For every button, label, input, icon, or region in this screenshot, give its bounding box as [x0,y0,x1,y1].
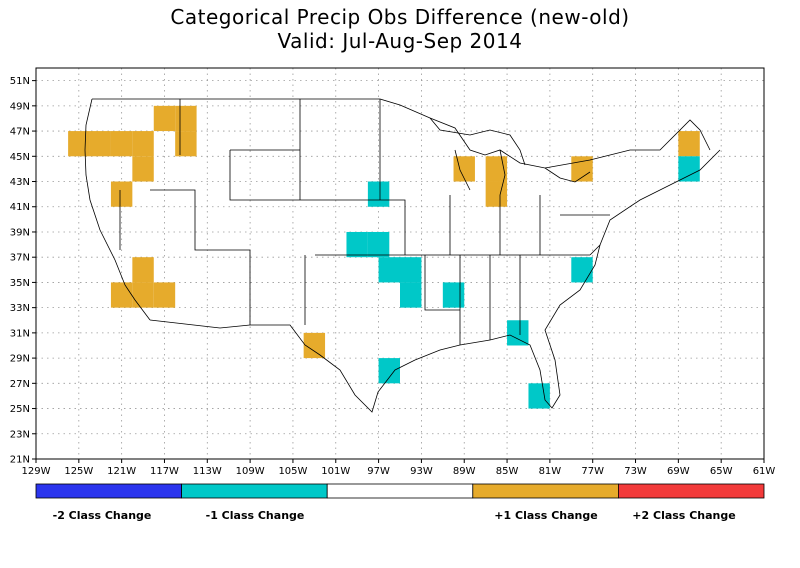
plus-change-cell [153,105,176,132]
legend-swatch-plus1 [472,483,619,499]
lon-tick-label: 125W [64,466,93,477]
lon-tick-label: 65W [710,466,733,477]
lon-tick-label: 61W [753,466,776,477]
lat-tick-label: 25N [10,404,30,415]
plus-change-cell [110,282,133,308]
lon-tick-label: 97W [367,466,390,477]
plus-change-cell [68,131,90,157]
difference-cells [68,105,700,409]
lat-tick-label: 23N [10,429,30,440]
plus-change-cell [175,131,197,157]
minus-change-cell [378,257,400,283]
minus-change-cell [346,231,368,258]
lon-tick-label: 81W [539,466,562,477]
lat-tick-label: 27N [10,379,30,390]
lon-tick-label: 85W [496,466,519,477]
lat-tick-label: 49N [10,101,30,112]
map-subtitle: Valid: Jul-Aug-Sep 2014 [277,29,523,53]
legend-label-minus1: -1 Class Change [206,509,305,522]
lat-tick-label: 33N [10,303,30,314]
plus-change-cell [110,181,133,207]
minus-change-cell [507,320,529,346]
plus-change-cell [132,282,154,308]
lat-tick-label: 21N [10,455,30,466]
lon-tick-label: 109W [236,466,265,477]
plus-change-cell [678,131,700,157]
lon-tick-label: 121W [107,466,136,477]
plus-change-cell [153,282,176,308]
plus-change-cell [485,181,508,207]
minus-change-cell [442,282,465,308]
lat-tick-label: 29N [10,354,30,365]
state-boundaries [84,98,721,413]
minus-change-cell [367,231,390,258]
plus-change-cell [89,131,111,157]
minus-change-cell [528,383,550,409]
legend-swatch-plus2 [618,483,765,499]
lon-tick-label: 77W [581,466,604,477]
legend-swatch-minus1 [181,483,328,499]
plus-change-cell [453,156,475,182]
lon-tick-label: 93W [410,466,433,477]
lat-tick-label: 47N [10,127,30,138]
map-frame [35,67,765,460]
axis-labels: 129W 125W 121W 117W 113W 109W 105W 101W 97W 93W 89… [10,76,776,477]
lat-tick-label: 31N [10,328,30,339]
minus-change-cell [678,156,700,182]
plus-change-cell [110,131,133,157]
lon-tick-label: 101W [321,466,350,477]
minus-change-cell [378,358,400,384]
minus-change-cell [571,257,593,283]
lon-tick-label: 129W [22,466,51,477]
lon-tick-label: 89W [453,466,476,477]
lat-tick-label: 35N [10,278,30,289]
lon-tick-label: 113W [193,466,222,477]
lon-tick-label: 117W [150,466,179,477]
legend-label-plus2: +2 Class Change [632,509,735,522]
legend-label-minus2: -2 Class Change [53,509,152,522]
plus-change-cell [132,257,154,283]
plus-change-cell [132,131,154,157]
lat-tick-label: 51N [10,76,30,87]
west-coast [84,98,151,321]
lon-tick-label: 69W [667,466,690,477]
legend: -2 Class Change -1 Class Change +1 Class C… [35,483,765,522]
state-lines [119,99,610,345]
map-title: Categorical Precip Obs Difference (new-o… [170,5,630,29]
legend-label-plus1: +1 Class Change [494,509,597,522]
minus-change-cell [400,257,422,283]
legend-swatch-minus2 [35,483,183,499]
lat-tick-label: 37N [10,253,30,264]
plus-change-cell [303,332,326,359]
lat-tick-label: 41N [10,202,30,213]
plus-change-cell [485,156,508,182]
lat-tick-label: 39N [10,227,30,238]
lon-tick-label: 73W [624,466,647,477]
minus-change-cell [367,181,390,207]
lat-tick-label: 43N [10,177,30,188]
great-lakes [429,117,591,196]
minus-change-cell [400,282,422,308]
us-mexico-border [149,149,721,413]
plus-change-cell [175,105,197,132]
lat-tick-label: 45N [10,152,30,163]
plus-change-cell [132,156,154,182]
lon-tick-label: 105W [278,466,307,477]
legend-swatch-zero [326,483,474,499]
